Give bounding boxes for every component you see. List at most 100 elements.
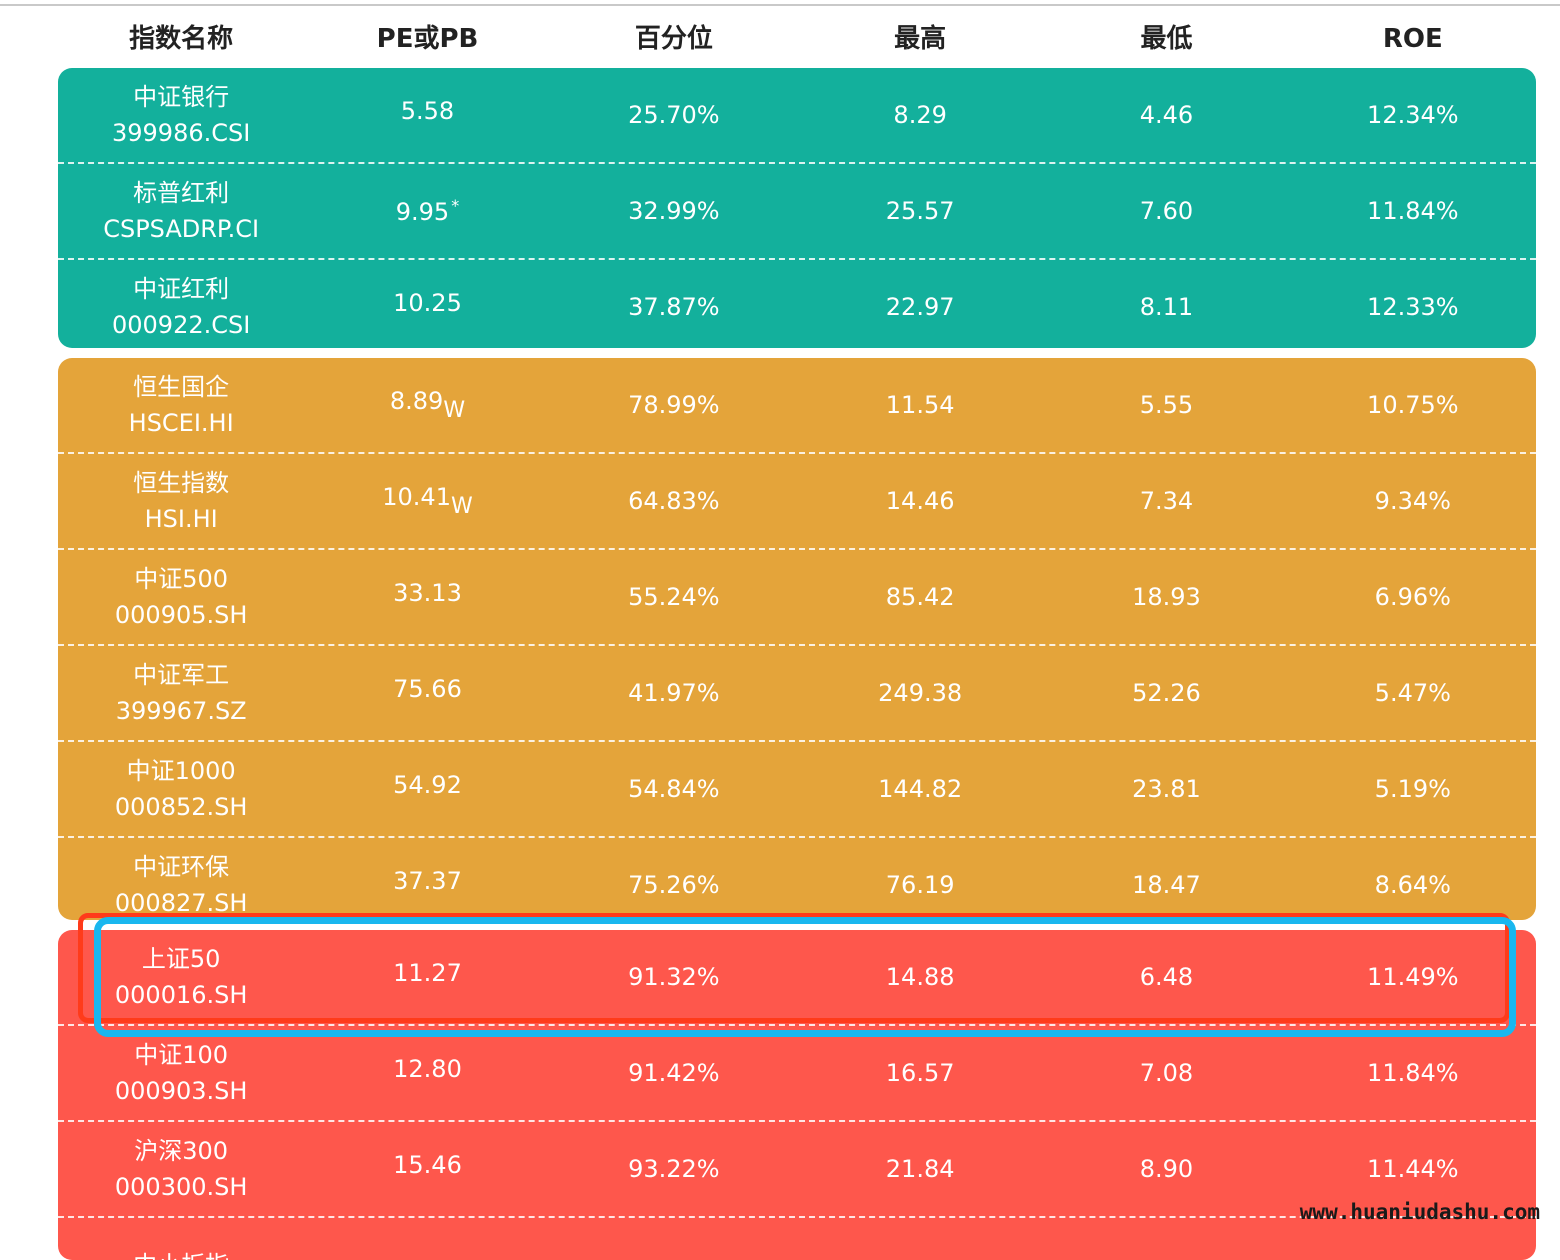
high-cell: 16.57	[885, 1059, 955, 1087]
pe-value: 5.58	[400, 97, 455, 125]
pe-value: 10.41	[382, 483, 451, 511]
high-cell: 14.46	[885, 487, 955, 515]
low-cell: 7.08	[1139, 1059, 1194, 1087]
header-pe-pb: PE或PB	[376, 24, 479, 54]
pe-cell: 75.66	[304, 675, 550, 711]
percentile-cell: 91.32%	[628, 963, 720, 991]
header-low: 最低	[1140, 24, 1193, 54]
percentile-cell: 93.22%	[628, 1155, 720, 1183]
index-code: 000300.SH	[114, 1173, 248, 1201]
index-name: 上证50	[141, 945, 221, 973]
percentile-cell: 75.26%	[628, 871, 720, 899]
pe-value: 15.46	[393, 1151, 462, 1179]
pe-cell: 10.41W	[304, 483, 550, 519]
index-name-cell: 上证50 000016.SH	[58, 941, 304, 1013]
pe-cell: 12.80	[304, 1055, 550, 1091]
high-cell: 249.38	[878, 679, 963, 707]
pe-value: 9.95	[395, 198, 450, 226]
pe-cell: 15.46	[304, 1151, 550, 1187]
low-cell: 8.11	[1139, 293, 1194, 321]
high-cell: 25.57	[885, 197, 955, 225]
table-row[interactable]: 中证1000 000852.SH 54.92 54.84% 144.82 23.81 5.1…	[58, 740, 1536, 836]
table-row[interactable]: 沪深300 000300.SH 15.46 93.22% 21.84 8.90 11.44%	[58, 1120, 1536, 1216]
pe-cell: 33.13	[304, 579, 550, 615]
top-divider	[0, 4, 1560, 6]
pe-value: 37.37	[393, 867, 462, 895]
table-row[interactable]: 上证50 000016.SH 11.27 91.32% 14.88 6.48 11.49%	[58, 930, 1536, 1024]
pe-value: 33.13	[393, 579, 462, 607]
index-name: 中小板指	[58, 1247, 304, 1260]
roe-cell: 9.34%	[1374, 487, 1451, 515]
table-row[interactable]: 中证环保 000827.SH 37.37 75.26% 76.19 18.47 8.64%	[58, 836, 1536, 920]
table-row[interactable]: 中证500 000905.SH 33.13 55.24% 85.42 18.93 6.96%	[58, 548, 1536, 644]
index-name: 标普红利	[133, 179, 230, 207]
group-red: 上证50 000016.SH 11.27 91.32% 14.88 6.48 11.49% 中…	[58, 930, 1536, 1260]
low-cell: 8.90	[1139, 1155, 1194, 1183]
pe-cell: 9.95 *	[304, 196, 550, 226]
index-name: 中证环保	[133, 853, 230, 881]
pe-cell: 11.27	[304, 959, 550, 995]
table-row[interactable]: 中证100 000903.SH 12.80 91.42% 16.57 7.08 11.84%	[58, 1024, 1536, 1120]
low-cell: 52.26	[1132, 679, 1201, 707]
percentile-cell: 32.99%	[628, 197, 720, 225]
index-name: 恒生指数	[133, 469, 230, 497]
low-cell: 18.93	[1132, 583, 1201, 611]
index-name-cell: 恒生指数 HSI.HI	[58, 465, 304, 537]
table-row[interactable]: 中证银行 399986.CSI 5.58 25.70% 8.29 4.46 12.34%	[58, 68, 1536, 162]
low-cell: 7.34	[1139, 487, 1194, 515]
table-row[interactable]: 中证红利 000922.CSI 10.25 37.87% 22.97 8.11 12.33%	[58, 258, 1536, 348]
roe-cell: 12.33%	[1367, 293, 1459, 321]
index-name: 中证银行	[133, 83, 230, 111]
index-name: 沪深300	[134, 1137, 229, 1165]
table-row[interactable]: 中证军工 399967.SZ 75.66 41.97% 249.38 52.26 5.47%	[58, 644, 1536, 740]
roe-cell: 8.64%	[1374, 871, 1451, 899]
index-name-cell: 中证红利 000922.CSI	[58, 271, 304, 343]
highlight-box-red	[78, 913, 1510, 1023]
pe-mark: *	[451, 196, 460, 215]
index-name-cell: 沪深300 000300.SH	[58, 1133, 304, 1205]
index-name-cell: 中小板指	[58, 1247, 304, 1260]
low-cell: 4.46	[1139, 101, 1194, 129]
index-name: 中证军工	[133, 661, 230, 689]
table-row[interactable]: 标普红利 CSPSADRP.CI 9.95 * 32.99% 25.57 7.60 11.84…	[58, 162, 1536, 258]
pe-cell: 5.58	[304, 97, 550, 133]
roe-cell: 11.84%	[1367, 1059, 1459, 1087]
low-cell: 5.55	[1139, 391, 1194, 419]
high-cell: 8.29	[893, 101, 947, 129]
index-code: 000016.SH	[114, 981, 248, 1009]
pe-mark: W	[450, 494, 473, 519]
group-orange: 恒生国企 HSCEI.HI 8.89W 78.99% 11.54 5.55 10.75% 恒生…	[58, 358, 1536, 920]
header-high: 最高	[894, 24, 947, 54]
table-header: 指数名称 PE或PB 百分位 最高 最低 ROE	[58, 14, 1536, 64]
index-code: 000903.SH	[114, 1077, 248, 1105]
table-row[interactable]: 恒生国企 HSCEI.HI 8.89W 78.99% 11.54 5.55 10.75%	[58, 358, 1536, 452]
index-name: 恒生国企	[133, 373, 230, 401]
roe-cell: 11.49%	[1367, 963, 1459, 991]
high-cell: 21.84	[885, 1155, 955, 1183]
header-index-name: 指数名称	[129, 24, 234, 54]
low-cell: 18.47	[1132, 871, 1201, 899]
table-row[interactable]: 恒生指数 HSI.HI 10.41W 64.83% 14.46 7.34 9.34%	[58, 452, 1536, 548]
index-name-cell: 中证100 000903.SH	[58, 1037, 304, 1109]
header-percentile: 百分位	[634, 24, 713, 54]
index-name: 中证红利	[133, 275, 230, 303]
pe-cell: 10.25	[304, 289, 550, 325]
watermark: www.huaniudashu.com	[1299, 1200, 1540, 1224]
roe-cell: 5.19%	[1374, 775, 1451, 803]
percentile-cell: 55.24%	[628, 583, 720, 611]
index-name-cell: 中证环保 000827.SH	[58, 849, 304, 920]
index-name-cell: 中证军工 399967.SZ	[58, 657, 304, 729]
index-name: 中证100	[134, 1041, 229, 1069]
group-green: 中证银行 399986.CSI 5.58 25.70% 8.29 4.46 12.34% 标普…	[58, 68, 1536, 348]
index-name-cell: 中证1000 000852.SH	[58, 753, 304, 825]
index-code: 000852.SH	[114, 793, 248, 821]
index-name-cell: 中证500 000905.SH	[58, 561, 304, 633]
pe-value: 54.92	[393, 771, 462, 799]
pe-cell: 37.37	[304, 867, 550, 903]
high-cell: 11.54	[885, 391, 955, 419]
index-code: 000827.SH	[114, 889, 248, 917]
roe-cell: 11.84%	[1367, 197, 1459, 225]
index-code: CSPSADRP.CI	[103, 215, 260, 243]
low-cell: 7.60	[1139, 197, 1194, 225]
index-code: 399967.SZ	[115, 697, 247, 725]
